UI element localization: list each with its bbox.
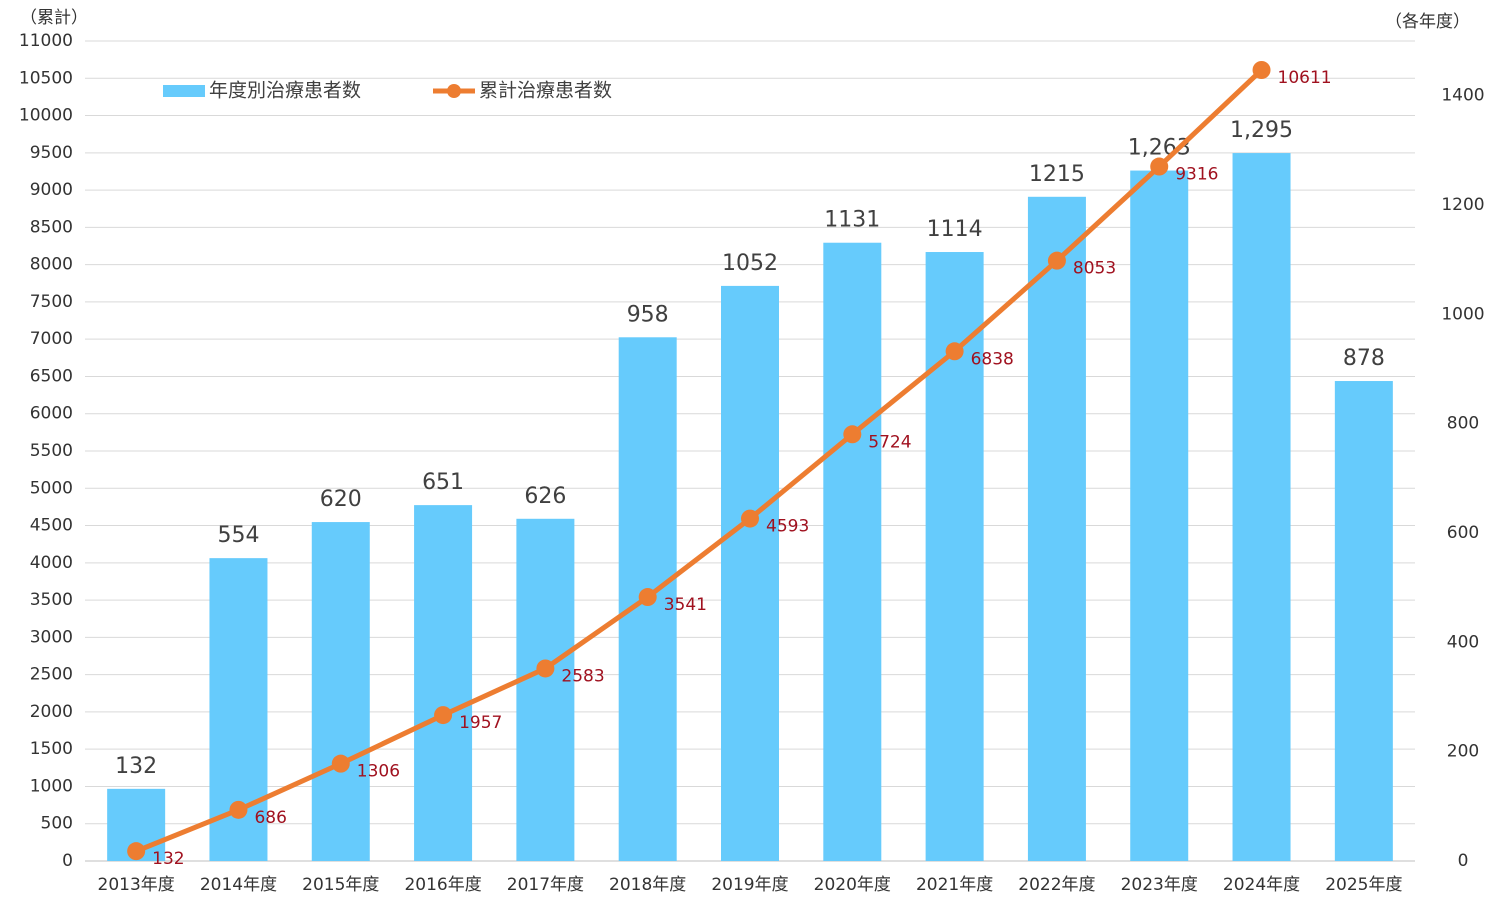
line-point [741,509,759,528]
y-tick-label: 4000 [30,553,73,573]
y-tick-label: 500 [41,814,73,834]
y-tick-label: 10000 [19,106,73,126]
line-label: 4593 [766,517,809,537]
bar-label: 626 [524,484,566,509]
bar [823,242,882,862]
line [135,68,1264,854]
line-point [331,754,350,773]
bar-label: 651 [422,470,464,495]
y-tick-label: 5000 [30,478,73,498]
bar [1334,381,1393,861]
legend-swatch [163,85,205,97]
line-point [843,425,862,444]
x-tick-label: 2025年度 [1325,875,1402,895]
y2-tick-label: 200 [1447,742,1479,762]
y-tick-label: 3500 [30,590,73,610]
bar-label: 1215 [1029,162,1085,187]
line-point [127,842,146,861]
y2-tick-label: 600 [1447,523,1479,543]
bar-label: 132 [115,754,157,779]
line-label: 3541 [664,595,707,615]
bar [516,518,575,861]
y-tick-label: 2000 [30,702,73,722]
y-tick-label: 7000 [30,329,73,349]
y2-tick-label: 1400 [1441,86,1484,106]
x-tick-label: 2014年度 [200,875,277,895]
bar [1130,170,1189,861]
line-label: 1306 [357,762,400,782]
line-label: 6838 [971,349,1014,369]
y-tick-label: 0 [62,851,73,871]
y2-tick-label: 1000 [1441,304,1484,324]
bar-label: 878 [1343,346,1385,371]
line-point [1047,251,1066,270]
line-point [536,659,555,678]
x-tick-label: 2015年度 [302,875,379,895]
x-tick-label: 2013年度 [98,875,175,895]
y-tick-label: 4500 [30,516,73,536]
y-tick-label: 8500 [30,217,73,237]
y-tick-label: 6500 [30,366,73,386]
bar-label: 1,295 [1230,118,1293,143]
y-tick-label: 6000 [30,404,73,424]
line-point [229,800,248,819]
y-tick-label: 5500 [30,441,73,461]
y-tick-label: 3000 [30,627,73,647]
legend-label: 累計治療患者数 [479,80,612,102]
line-label: 10611 [1278,68,1332,88]
x-tick-label: 2019年度 [711,875,788,895]
line-label: 2583 [561,666,604,686]
x-tick-label: 2023年度 [1121,875,1198,895]
y2-tick-label: 1200 [1441,195,1484,215]
x-tick-label: 2021年度 [916,875,993,895]
y-tick-label: 1000 [30,776,73,796]
line-label: 686 [254,808,286,828]
bar-label: 1052 [722,251,778,276]
bar [1027,196,1086,862]
y-tick-label: 11000 [19,31,73,51]
bar [311,522,370,861]
x-tick-label: 2018年度 [609,875,686,895]
y-tick-label: 9000 [30,180,73,200]
bar [721,285,779,861]
y2-tick-label: 800 [1447,414,1479,434]
x-tick-label: 2016年度 [404,875,481,895]
bar-label: 1114 [927,217,983,242]
legend-swatch [447,84,461,98]
y2-tick-label: 0 [1458,851,1469,871]
y-tick-label: 1500 [30,739,73,759]
line-point [638,588,657,607]
line-label: 5724 [868,432,911,452]
line-point [434,706,453,725]
y-axis-label: （累計） [20,8,88,28]
y2-tick-label: 400 [1447,632,1479,652]
line-point [1252,60,1271,79]
line-point [1150,157,1169,176]
x-tick-label: 2022年度 [1018,875,1095,895]
legend-label: 年度別治療患者数 [209,80,361,102]
y2-axis-label: （各年度） [1385,12,1470,32]
bar-label: 620 [320,487,362,512]
y-tick-label: 8000 [30,255,73,275]
line-point [945,342,964,361]
line-label: 132 [152,849,184,869]
y-tick-label: 10500 [19,68,73,88]
y-tick-label: 2500 [30,665,73,685]
bar-label: 958 [627,302,669,327]
bar-label: 1131 [824,208,880,233]
bar [414,505,473,861]
x-tick-label: 2024年度 [1223,875,1300,895]
y-tick-label: 7500 [30,292,73,312]
x-tick-label: 2020年度 [814,875,891,895]
x-tick-label: 2017年度 [507,875,584,895]
y-tick-label: 9500 [30,143,73,163]
bar [1232,153,1291,862]
line-label: 8053 [1073,259,1116,279]
line-label: 9316 [1175,165,1218,185]
bar-label: 554 [217,523,259,548]
line-label: 1957 [459,713,502,733]
